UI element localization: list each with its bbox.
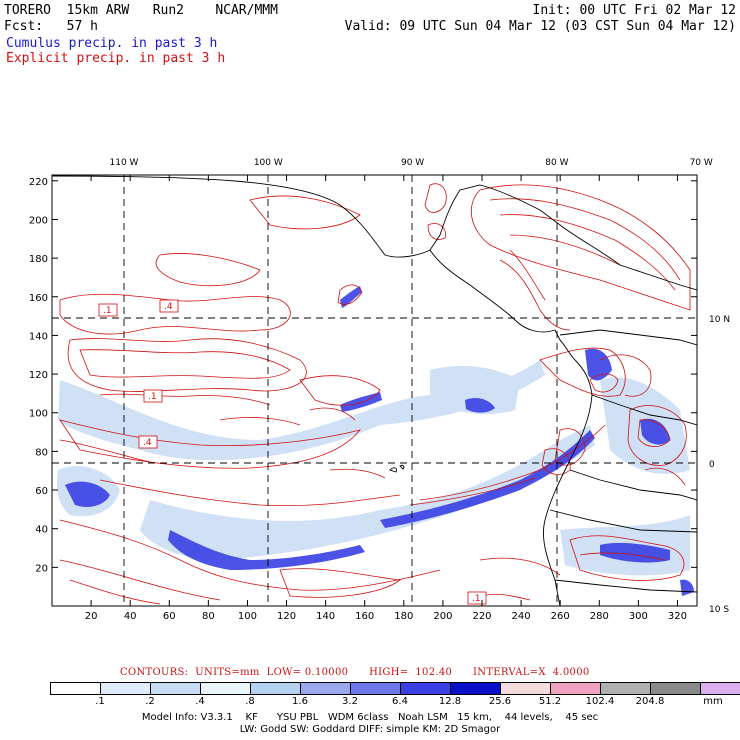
colorbar-label: 3.2 xyxy=(342,696,358,707)
colorbar-label: 25.6 xyxy=(488,696,512,707)
model-info: Model Info: V3.3.1 KF YSU PBL WDM 6class… xyxy=(141,712,599,723)
latitude-label: 0 xyxy=(709,460,715,470)
map-frame xyxy=(51,174,698,607)
y-tick-label: 120 xyxy=(29,370,48,381)
longitude-label: 110 W xyxy=(110,158,139,168)
x-tick-label: 60 xyxy=(163,611,176,622)
colorbar-label: 102.4 xyxy=(585,696,615,707)
colorbar-swatch xyxy=(251,683,301,694)
explicit-precip-contours xyxy=(59,183,691,605)
x-tick-label: 260 xyxy=(551,611,570,622)
colorbar-swatch xyxy=(101,683,151,694)
colorbar-swatch xyxy=(701,683,740,694)
y-tick-label: 140 xyxy=(29,331,48,342)
colorbar-swatch xyxy=(501,683,551,694)
latitude-label: 10 S xyxy=(709,605,729,615)
colorbar-swatch xyxy=(401,683,451,694)
model-physics: LW: Godd SW: Goddard DIFF: simple KM: 2D… xyxy=(239,724,501,735)
latitude-label: 10 N xyxy=(709,315,730,325)
colorbar-label: 12.8 xyxy=(438,696,462,707)
colorbar-label: .4 xyxy=(195,696,205,707)
colorbar-swatch xyxy=(151,683,201,694)
colorbar-swatch xyxy=(201,683,251,694)
colorbar-label: 1.6 xyxy=(292,696,308,707)
explicit-precip-label: Explicit precip. in past 3 h xyxy=(6,51,226,66)
x-tick-label: 140 xyxy=(316,611,335,622)
coastlines xyxy=(52,175,697,606)
model-title: TORERO 15km ARW Run2 NCAR/MMM xyxy=(4,3,278,18)
x-tick-label: 320 xyxy=(668,611,687,622)
valid-time: Valid: 09 UTC Sun 04 Mar 12 (03 CST Sun … xyxy=(344,19,736,34)
colorbar-swatch xyxy=(51,683,101,694)
x-tick-label: 220 xyxy=(472,611,491,622)
y-tick-label: 80 xyxy=(35,447,48,458)
colorbar-label: .8 xyxy=(245,696,255,707)
x-tick-label: 180 xyxy=(394,611,413,622)
colorbar-swatch xyxy=(551,683,601,694)
colorbar-swatch xyxy=(301,683,351,694)
init-time: Init: 00 UTC Fri 02 Mar 12 xyxy=(532,3,737,18)
longitude-label: 100 W xyxy=(254,158,283,168)
x-tick-label: 200 xyxy=(433,611,452,622)
colorbar xyxy=(50,682,740,695)
longitude-label: 90 W xyxy=(401,158,424,168)
y-tick-label: 40 xyxy=(35,525,48,536)
y-tick-label: 100 xyxy=(29,409,48,420)
longitude-label: 70 W xyxy=(690,158,713,168)
colorbar-label: .2 xyxy=(145,696,155,707)
y-tick-label: 160 xyxy=(29,293,48,304)
colorbar-unit: mm xyxy=(703,696,723,707)
y-tick-label: 200 xyxy=(29,215,48,226)
colorbar-label: 6.4 xyxy=(392,696,408,707)
x-tick-label: 20 xyxy=(85,611,98,622)
x-tick-label: 120 xyxy=(277,611,296,622)
x-tick-label: 80 xyxy=(202,611,215,622)
y-axis-labels: 20 40 60 80 100 120 140 160 180 200 220 xyxy=(29,177,48,575)
colorbar-label: 204.8 xyxy=(635,696,665,707)
contour-label: .1 xyxy=(103,306,112,316)
latitude-labels: 10 N 0 10 S xyxy=(709,315,730,615)
contour-label: .1 xyxy=(148,392,157,402)
x-tick-label: 300 xyxy=(629,611,648,622)
y-tick-label: 180 xyxy=(29,254,48,265)
x-tick-label: 100 xyxy=(238,611,257,622)
x-tick-label: 40 xyxy=(124,611,137,622)
contour-label: .4 xyxy=(164,302,173,312)
colorbar-swatch xyxy=(451,683,501,694)
colorbar-swatch xyxy=(601,683,651,694)
colorbar-swatch xyxy=(351,683,401,694)
contours-info: CONTOURS: UNITS=mm LOW= 0.10000 HIGH= 10… xyxy=(120,667,590,678)
y-tick-label: 220 xyxy=(29,177,48,188)
longitude-label: 80 W xyxy=(545,158,568,168)
colorbar-label: 51.2 xyxy=(538,696,562,707)
colorbar-label: .1 xyxy=(95,696,105,707)
x-tick-label: 280 xyxy=(590,611,609,622)
colorbar-swatch xyxy=(651,683,701,694)
x-axis-labels: 20 40 60 80 100 120 140 160 180 200 220 240 260 280 30… xyxy=(85,611,687,622)
cumulus-precip-label: Cumulus precip. in past 3 h xyxy=(6,36,218,51)
x-tick-label: 240 xyxy=(512,611,531,622)
contour-value-labels: .1 .4 .1 .4 .1 xyxy=(98,299,487,605)
contour-label: .1 xyxy=(472,594,481,604)
axis-ticks xyxy=(52,175,697,606)
longitude-labels: 110 W 100 W 90 W 80 W 70 W xyxy=(110,158,713,168)
x-tick-label: 160 xyxy=(355,611,374,622)
heavy-precip-cores xyxy=(65,286,694,596)
contour-label: .4 xyxy=(143,438,152,448)
y-tick-label: 60 xyxy=(35,486,48,497)
y-tick-label: 20 xyxy=(35,563,48,574)
forecast-hour: Fcst: 57 h xyxy=(4,19,98,34)
